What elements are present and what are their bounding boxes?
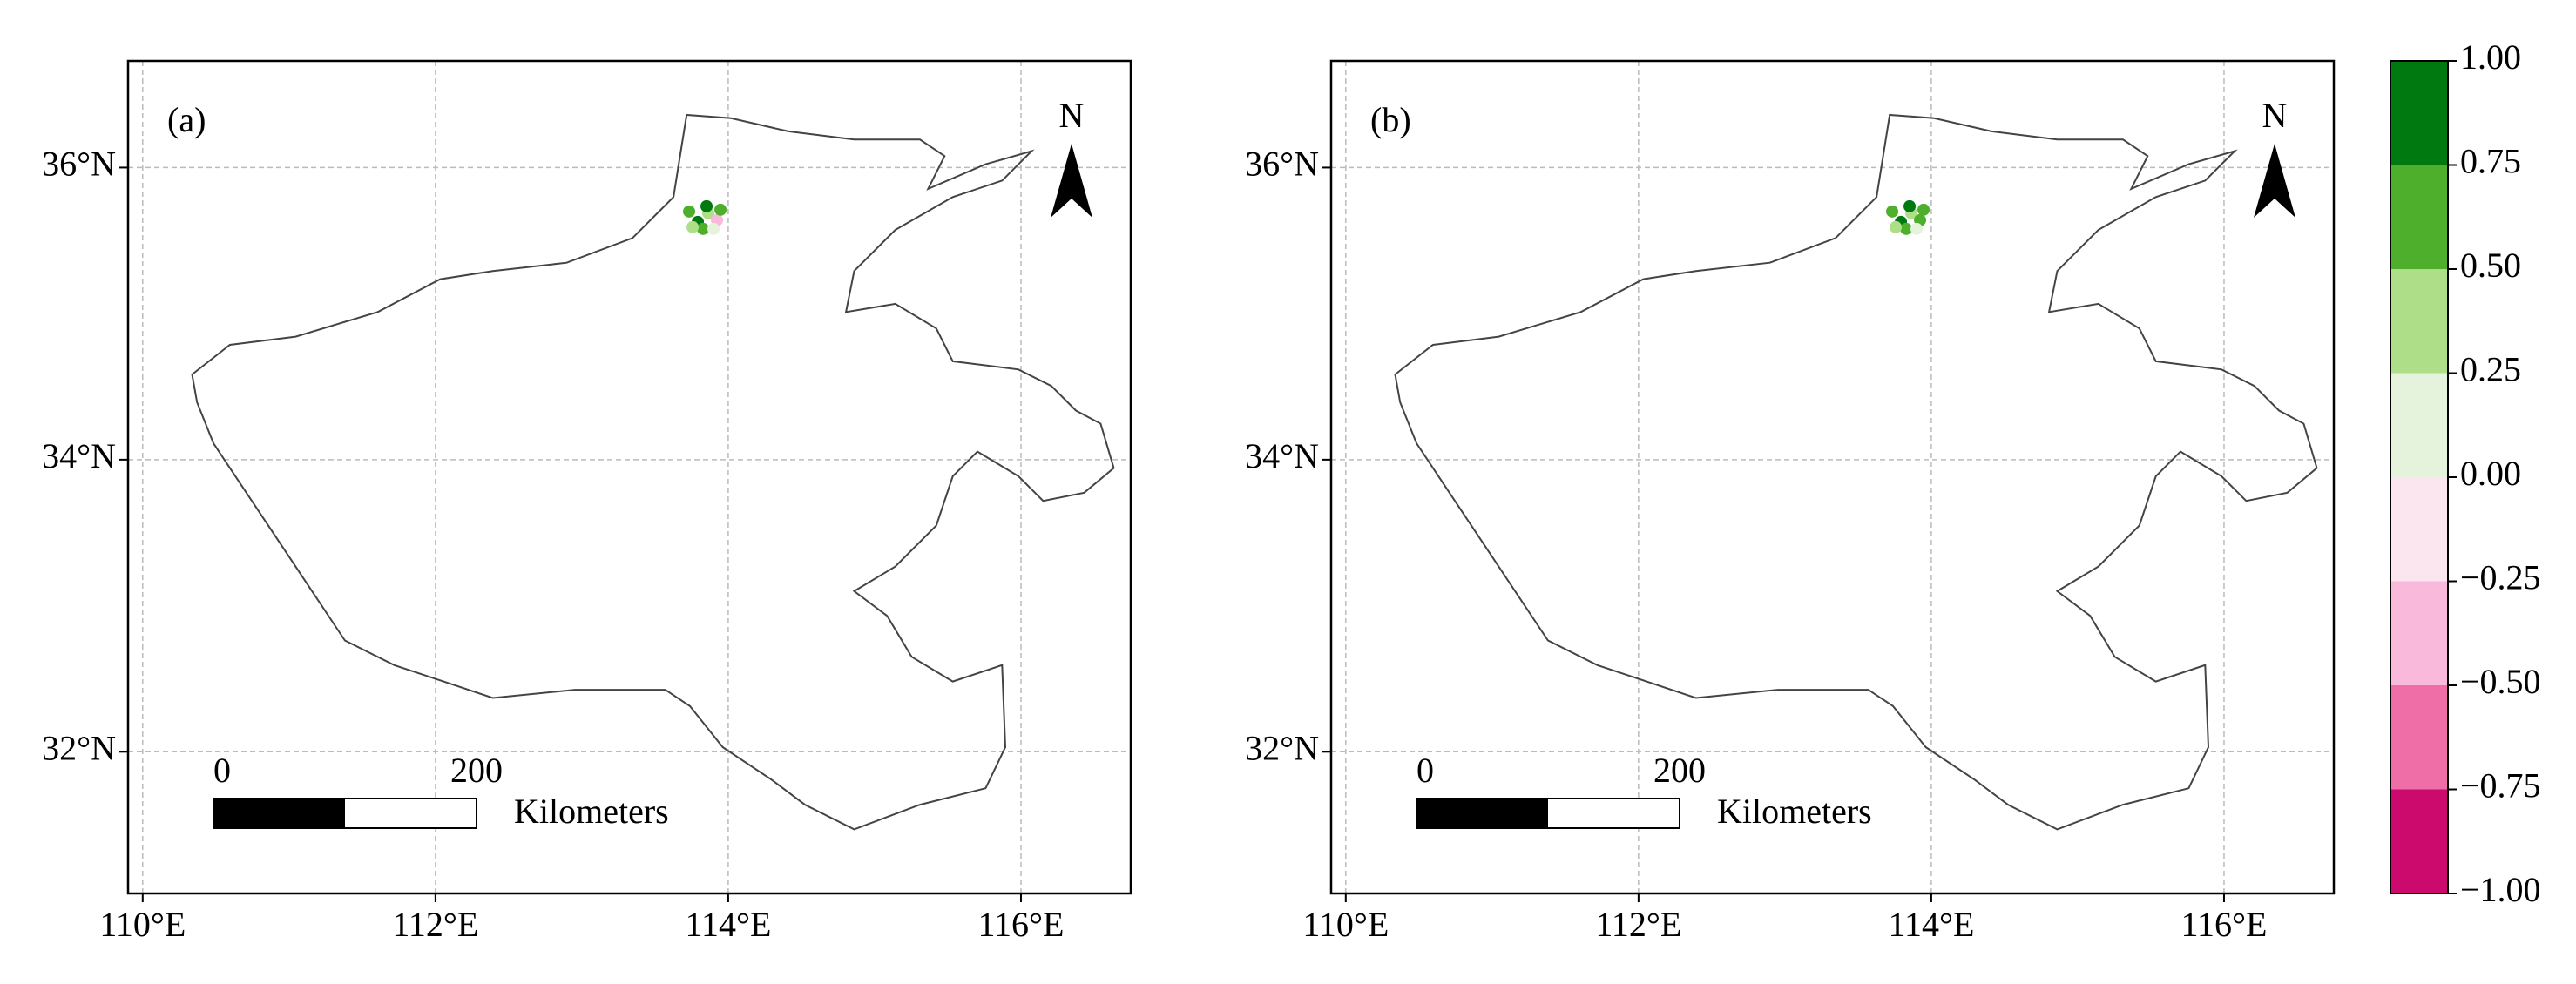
colorbar-tick-label: −1.00	[2460, 870, 2541, 909]
pixel-cluster	[707, 222, 720, 235]
map-frame	[1329, 59, 2336, 895]
x-tick-label: 116°E	[978, 905, 1065, 944]
province-outline	[1394, 113, 2318, 831]
color-bin	[2390, 373, 2448, 477]
scale-bar-black	[1416, 799, 1548, 828]
y-tick-label: 32°N	[42, 728, 116, 767]
color-bin	[2390, 269, 2448, 374]
north-arrow	[2254, 144, 2295, 218]
x-tick-label: 114°E	[1888, 905, 1974, 944]
scale-bar-label: 0	[1416, 751, 1434, 790]
colorbar-tick-label: 0.00	[2460, 454, 2521, 493]
map-panel: 110°E 112°E 114°E 116°E 32°N 34°N 36°N (b) N 0 200…	[1245, 59, 2336, 944]
color-bin	[2390, 165, 2448, 269]
scale-bar-label: 200	[1653, 751, 1706, 790]
x-tick-label: 110°E	[99, 905, 186, 944]
scale-bar-unit: Kilometers	[1717, 792, 1872, 831]
colorbar-tick-label: −0.75	[2460, 766, 2541, 805]
color-bin	[2390, 789, 2448, 893]
scale-bar-black	[213, 799, 345, 828]
pixel-cluster	[1886, 205, 1899, 218]
x-tick-label: 112°E	[392, 905, 478, 944]
color-bin	[2390, 61, 2448, 165]
pixel-cluster	[1910, 222, 1924, 235]
y-tick-label: 32°N	[1245, 728, 1319, 767]
x-tick-label: 114°E	[685, 905, 771, 944]
pixel-cluster	[1903, 199, 1917, 212]
scale-bar-label: 0	[213, 751, 231, 790]
colorbar-tick-label: −0.25	[2460, 558, 2541, 597]
color-bin	[2390, 581, 2448, 685]
colorbar-tick-label: 1.00	[2460, 37, 2521, 77]
north-arrow	[1051, 144, 1092, 218]
panel-label: (b)	[1370, 100, 1411, 139]
pixel-cluster	[697, 222, 710, 235]
province-outline	[191, 113, 1115, 831]
pixel-cluster	[1917, 203, 1930, 216]
x-tick-label: 116°E	[2181, 905, 2268, 944]
map-panel: 110°E 112°E 114°E 116°E 32°N 34°N 36°N (a) N 0 200…	[42, 59, 1132, 944]
panel-label: (a)	[167, 100, 206, 139]
y-tick-label: 36°N	[42, 145, 116, 184]
y-tick-label: 36°N	[1245, 145, 1319, 184]
colorbar-tick-label: 0.50	[2460, 246, 2521, 285]
north-label: N	[2262, 96, 2288, 135]
color-bin	[2390, 685, 2448, 790]
pixel-cluster	[1900, 222, 1913, 235]
y-tick-label: 34°N	[1245, 436, 1319, 475]
x-tick-label: 112°E	[1595, 905, 1681, 944]
pixel-cluster	[686, 220, 700, 233]
pixel-cluster	[1890, 220, 1903, 233]
y-tick-label: 34°N	[42, 436, 116, 475]
pixel-cluster	[700, 199, 713, 212]
x-tick-label: 110°E	[1302, 905, 1389, 944]
colorbar-tick-label: 0.25	[2460, 350, 2521, 389]
scale-bar-unit: Kilometers	[514, 792, 669, 831]
colorbar-tick-label: 0.75	[2460, 142, 2521, 181]
scale-bar-label: 200	[450, 751, 503, 790]
pixel-cluster	[683, 205, 696, 218]
north-label: N	[1059, 96, 1085, 135]
color-bin	[2390, 477, 2448, 582]
colorbar: −1.00 −0.75 −0.50 −0.25 0.00 0.25 0.50 0.75 1.00	[2390, 37, 2541, 909]
pixel-cluster	[714, 203, 727, 216]
colorbar-tick-label: −0.50	[2460, 662, 2541, 701]
map-frame	[126, 59, 1132, 895]
